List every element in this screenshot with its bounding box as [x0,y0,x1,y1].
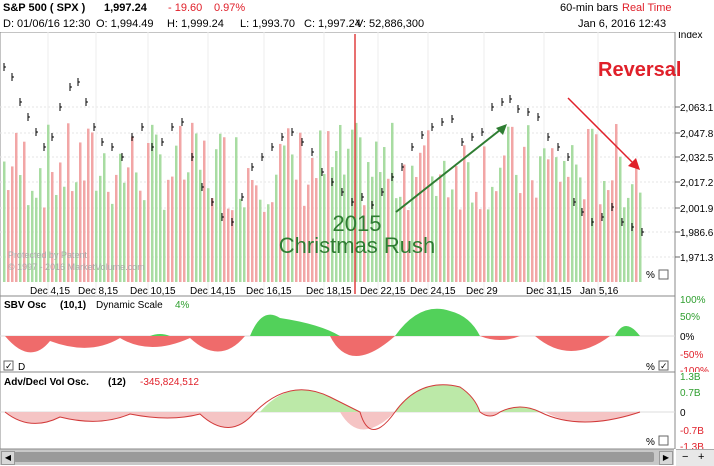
advdecl-oscillator-panel[interactable]: Adv/Decl Vol Osc. (12) -345,824,512 1.3B… [0,372,714,449]
sbv-pct-label: % [646,362,655,372]
date-axis-label: Dec 24,15 [410,286,456,296]
open-value: O: 1,994.49 [96,18,154,30]
sbv-oscillator-panel[interactable]: SBV Osc (10,1) Dynamic Scale 4% 100% 50% 0… [0,296,714,372]
advdecl-positive-area [260,384,540,412]
date-axis-label: Dec 4,15 [30,286,70,296]
reversal-arrow-head [628,158,640,170]
price-axis-tick: 2,017.2 [680,178,714,189]
price-axis-tick: 2,032.5 [680,153,714,164]
feed-label: Real Time [622,2,672,14]
date-axis-label: Dec 29 [466,286,498,296]
rush-arrow-line [395,129,501,213]
sbv-axis-ticks: 100% 50% 0% -50% -100% [680,296,709,372]
advdecl-value: -345,824,512 [140,377,199,388]
sbv-pct-checkbox[interactable] [658,360,669,371]
sbv-axis-tick: -100% [680,366,709,372]
sbv-positive-area [150,308,640,336]
sbv-scale-label: Dynamic Scale [96,300,163,311]
ohlc-header: D: 01/06/16 12:30 O: 1,994.49 H: 1,999.2… [0,16,714,32]
sbv-pct-check-mark: ✓ [660,361,668,371]
sbv-negative-area [5,336,610,356]
timestamp: Jan 6, 2016 12:43 [578,18,667,30]
advdecl-pct-checkbox[interactable] [658,435,669,446]
sbv-d-label: D [18,362,25,372]
low-value: L: 1,993.70 [240,18,296,30]
date-axis-labels: Dec 4,15 Dec 8,15 Dec 10,15 Dec 14,15 Dec 16… [30,286,619,296]
advdecl-pct-label: % [646,437,655,448]
scroll-left-button[interactable]: ◀ [1,451,15,465]
date-axis-label: Dec 8,15 [78,286,118,296]
advdecl-negative-area [5,412,640,430]
sbv-axis-tick: 100% [680,296,706,306]
date-axis-label: Dec 10,15 [130,286,176,296]
zoom-controls[interactable]: − + [676,449,714,466]
advdecl-axis-tick: 0 [680,408,686,419]
advdecl-axis-tick: 0.7B [680,388,701,399]
rush-arrow-head [496,124,507,135]
change-pct-value: 0.97% [214,2,246,14]
close-value: C: 1,997.24 [304,18,361,30]
zoom-out-icon[interactable]: − [682,451,689,463]
price-value: 1,997.24 [104,2,147,14]
bar-type-label: 60-min bars [560,2,619,14]
sbv-pct-value: 4% [175,300,190,311]
rush-label-text: Christmas Rush [279,233,435,258]
reversal-arrow-line [567,97,633,163]
scroll-thumb[interactable] [14,452,654,462]
price-axis-tick: 1,986.6 [680,228,714,239]
rush-label-year: 2015 [333,211,382,236]
advdecl-line [4,384,641,430]
sbv-title: SBV Osc [4,300,47,311]
price-pct-checkbox[interactable] [658,269,669,280]
price-pct-label: % [646,270,655,281]
advdecl-axis-tick: 1.3B [680,372,701,383]
date-axis-label: Dec 14,15 [190,286,236,296]
date-axis-label: Dec 16,15 [246,286,292,296]
advdecl-axis-ticks: 1.3B 0.7B 0 -0.7B -1.3B [680,372,704,449]
sbv-params: (10,1) [60,300,86,311]
volume-bars [3,122,642,283]
sbv-axis-tick: -50% [680,350,703,361]
change-value: - 19.60 [168,2,203,14]
index-axis-title: Index [678,32,702,41]
time-scrollbar[interactable]: ◀ ▶ [0,449,674,465]
date-axis-label: Dec 31,15 [526,286,572,296]
symbol-label: S&P 500 ( SPX ) [3,2,86,14]
sbv-d-check-mark: ✓ [5,361,13,371]
advdecl-title: Adv/Decl Vol Osc. [4,377,89,388]
zoom-in-icon[interactable]: + [698,451,705,463]
sbv-axis-tick: 0% [680,332,695,343]
advdecl-params: (12) [108,377,126,388]
price-axis-tick: 1,971.3 [680,253,714,264]
watermark-line-2: © 1997 - 2016 MarketVolume.com [8,262,145,272]
price-axis-tick: 2,001.9 [680,204,714,215]
date-axis-label: Dec 18,15 [306,286,352,296]
advdecl-axis-tick: -0.7B [680,426,704,437]
price-axis-tick: 2,047.8 [680,129,714,140]
high-value: H: 1,999.24 [167,18,224,30]
watermark-line-1: Protected by Patent [8,250,88,260]
advdecl-axis-tick: -1.3B [680,442,704,449]
price-axis-ticks: 2,063.1 2,047.8 2,032.5 2,017.2 2,001.9 1,986… [675,103,714,264]
bar-date: D: 01/06/16 12:30 [3,18,91,30]
date-axis-label: Dec 22,15 [360,286,406,296]
sbv-axis-tick: 50% [680,312,700,323]
quote-header: S&P 500 ( SPX ) 1,997.24 - 19.60 0.97% 6… [0,0,714,16]
price-axis-tick: 2,063.1 [680,103,714,114]
date-axis-label: Jan 5,16 [580,286,619,296]
volume-value: V: 52,886,300 [356,18,425,30]
price-bars [3,63,644,236]
reversal-label: Reversal [598,59,681,81]
price-chart[interactable]: Index 2,063.1 2,047.8 2,032.5 2,017.2 2,001.… [0,32,714,296]
sbv-frame [0,296,676,372]
sbv-d-checkbox[interactable] [3,360,14,371]
scroll-right-button[interactable]: ▶ [659,451,673,465]
